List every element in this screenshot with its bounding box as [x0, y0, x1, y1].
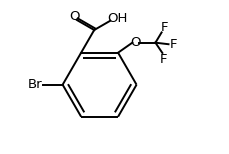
Text: O: O: [130, 36, 140, 49]
Text: F: F: [159, 53, 167, 66]
Text: F: F: [169, 38, 177, 51]
Text: Br: Br: [27, 78, 42, 91]
Text: OH: OH: [106, 12, 127, 25]
Text: F: F: [160, 21, 168, 34]
Text: O: O: [69, 10, 79, 23]
